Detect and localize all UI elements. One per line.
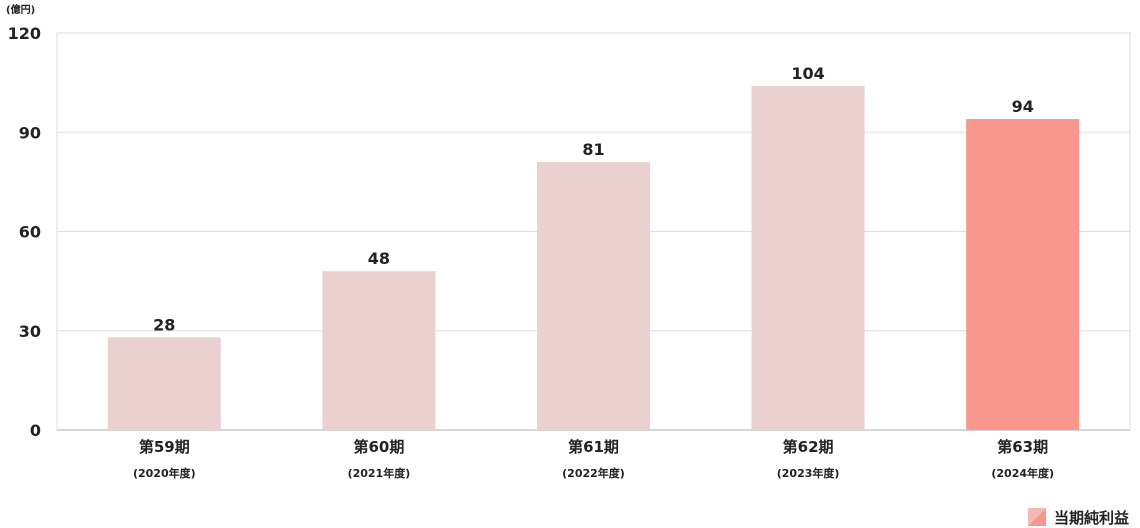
data-label: 48	[368, 249, 390, 268]
x-tick-label: 第61期	[568, 438, 619, 456]
bar	[751, 85, 865, 430]
bar	[107, 337, 221, 430]
data-label: 104	[791, 64, 824, 83]
bars	[107, 85, 1080, 431]
legend-label: 当期純利益	[1054, 509, 1129, 527]
bar	[966, 119, 1080, 431]
y-tick-label: 30	[19, 322, 41, 341]
bar	[537, 162, 650, 430]
legend: 当期純利益	[1028, 508, 1129, 527]
y-axis-unit-label: (億円)	[6, 3, 35, 16]
y-tick-label: 120	[8, 24, 41, 43]
data-label: 94	[1012, 97, 1034, 116]
y-tick-label: 0	[30, 421, 41, 440]
x-axis-labels: 第59期 (2020年度) 第60期 (2021年度) 第61期 (2022年度) 第62期…	[133, 438, 1054, 480]
legend-swatch-dark	[1028, 508, 1046, 526]
x-tick-label: 第62期	[783, 438, 834, 456]
data-labels: 28 48 81 104 94	[153, 64, 1034, 334]
x-tick-label: 第60期	[353, 438, 404, 456]
bar	[322, 271, 436, 430]
y-tick-label: 60	[19, 223, 41, 242]
x-tick-label: 第59期	[139, 438, 190, 456]
data-label: 28	[153, 315, 175, 334]
x-tick-sublabel: (2024年度)	[991, 466, 1054, 480]
data-label: 81	[582, 140, 604, 159]
y-tick-label: 90	[19, 123, 41, 142]
y-axis-ticks: 0 30 60 90 120	[8, 24, 41, 440]
x-tick-sublabel: (2023年度)	[777, 466, 840, 480]
x-tick-sublabel: (2020年度)	[133, 466, 196, 480]
x-tick-sublabel: (2021年度)	[348, 466, 411, 480]
x-tick-label: 第63期	[997, 438, 1048, 456]
x-tick-sublabel: (2022年度)	[562, 466, 625, 480]
